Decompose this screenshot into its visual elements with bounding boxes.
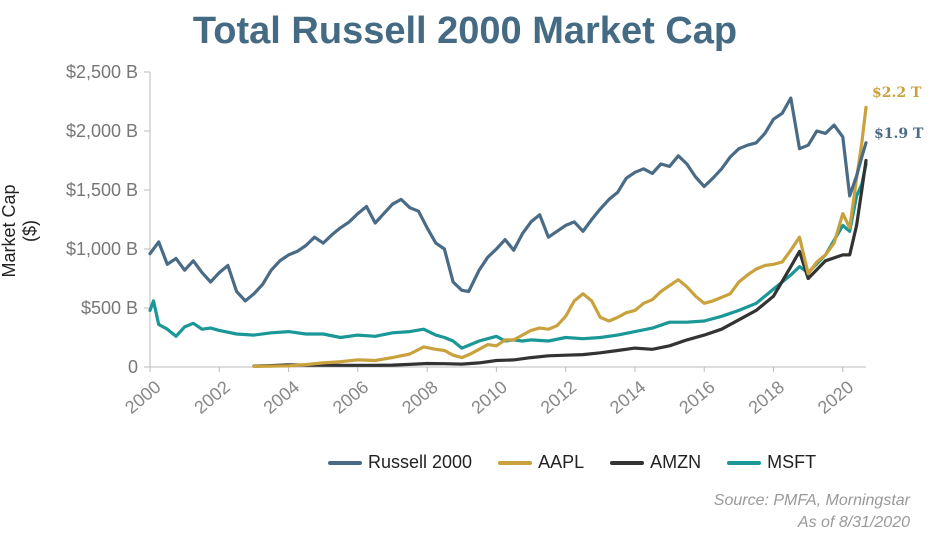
- legend-label-amzn: AMZN: [650, 452, 702, 472]
- x-tick-label: 2020: [814, 377, 858, 418]
- legend-swatch-amzn: [610, 460, 645, 465]
- chart-title: Total Russell 2000 Market Cap: [192, 10, 738, 52]
- x-tick-label: 2000: [121, 377, 165, 418]
- legend-swatch-aapl: [498, 460, 533, 465]
- series-line-russell-2000: [148, 96, 868, 303]
- legend-swatch-russell: [328, 460, 362, 465]
- x-tick-label: 2016: [675, 377, 719, 418]
- legend-item-amzn: AMZN: [610, 452, 701, 473]
- x-tick-label: 2014: [606, 377, 650, 418]
- x-tick-label: 2010: [467, 377, 511, 418]
- legend: Russell 2000 AAPL AMZN MSFT: [328, 452, 816, 473]
- source-text: Source: PMFA, Morningstar: [713, 492, 910, 509]
- legend-item-russell: Russell 2000: [328, 452, 472, 473]
- legend-item-aapl: AAPL: [498, 452, 584, 473]
- x-tick-label: 2012: [537, 377, 581, 418]
- legend-label-aapl: AAPL: [538, 452, 585, 472]
- y-tick-label: 0: [128, 357, 138, 377]
- y-tick-label: $500 B: [81, 298, 138, 318]
- source-note: Source: PMFA, Morningstar As of 8/31/202…: [714, 490, 910, 534]
- x-tick-label: 2002: [190, 377, 234, 418]
- legend-item-msft: MSFT: [727, 452, 816, 473]
- legend-label-msft: MSFT: [767, 452, 817, 472]
- x-tick-label: 2006: [329, 377, 373, 418]
- as-of-date: As of 8/31/2020: [797, 514, 910, 531]
- y-tick-label: $1,500 B: [66, 180, 138, 200]
- series-line-msft: [148, 162, 868, 350]
- x-tick-label: 2004: [260, 377, 304, 418]
- end-label-1: $1.9 T: [874, 126, 924, 142]
- y-tick-label: $2,500 B: [66, 62, 138, 82]
- end-labels: $2.2 T $1.9 T: [872, 85, 924, 142]
- series-line-amzn: [252, 158, 868, 368]
- y-tick-label: $2,000 B: [66, 121, 138, 141]
- end-label-0: $2.2 T: [872, 85, 922, 101]
- x-tick-label: 2008: [398, 377, 442, 418]
- series-layer: [148, 96, 868, 368]
- legend-label-russell: Russell 2000: [368, 452, 473, 472]
- y-tick-label: $1,000 B: [66, 239, 138, 259]
- x-tick-label: 2018: [745, 377, 789, 418]
- series-line-aapl: [252, 105, 868, 368]
- legend-swatch-msft: [727, 460, 762, 465]
